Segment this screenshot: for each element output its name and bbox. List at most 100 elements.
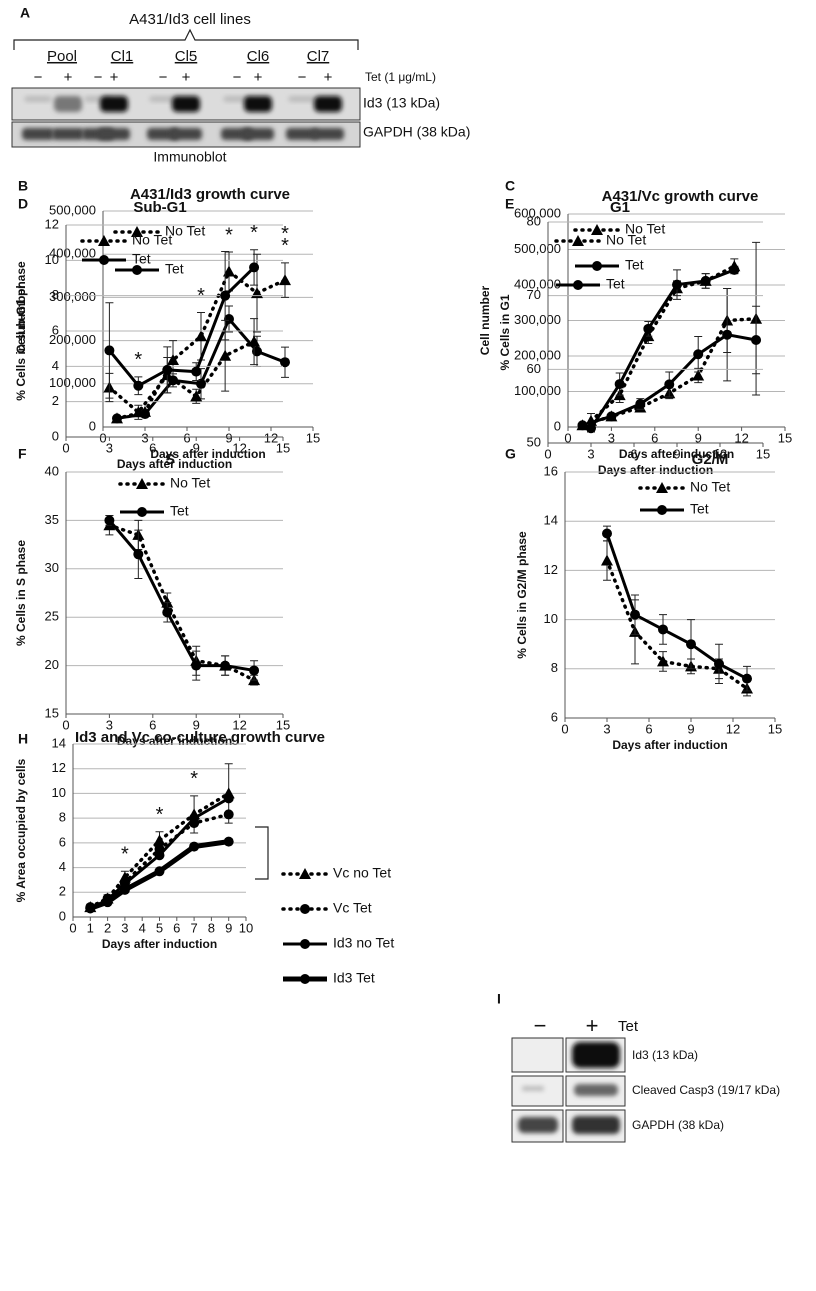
y-tick-label: 40 bbox=[45, 463, 59, 478]
lane-sign: − bbox=[94, 69, 103, 86]
group-label: Cl6 bbox=[247, 48, 270, 65]
band bbox=[24, 96, 52, 102]
marker bbox=[155, 850, 165, 860]
y-tick-label: 16 bbox=[544, 463, 558, 478]
group-label: Cl7 bbox=[307, 48, 330, 65]
annotation: * bbox=[134, 349, 142, 371]
marker bbox=[701, 276, 711, 286]
x-tick-label: 9 bbox=[673, 446, 680, 461]
lane-sign: − bbox=[534, 1013, 547, 1038]
x-tick-label: 3 bbox=[106, 440, 113, 455]
band bbox=[98, 128, 130, 140]
legend-marker bbox=[300, 939, 310, 949]
x-tick-label: 15 bbox=[306, 430, 320, 445]
marker bbox=[133, 381, 143, 391]
x-tick-label: 5 bbox=[156, 920, 163, 935]
band bbox=[22, 128, 54, 140]
x-tick-label: 8 bbox=[208, 920, 215, 935]
x-tick-label: 10 bbox=[239, 920, 253, 935]
panel-letter: H bbox=[18, 731, 28, 747]
marker bbox=[606, 411, 616, 421]
lane-sign: + bbox=[182, 69, 191, 86]
series-line bbox=[607, 534, 747, 679]
chart-title: G1 bbox=[610, 199, 630, 216]
marker bbox=[664, 379, 674, 389]
legend-marker bbox=[300, 974, 310, 984]
panel-letter: F bbox=[18, 446, 27, 462]
lane-sign: + bbox=[64, 69, 73, 86]
marker bbox=[252, 346, 262, 356]
panel-letter: B bbox=[18, 178, 28, 194]
x-axis-label: Days after induction bbox=[612, 738, 727, 752]
x-tick-label: 3 bbox=[603, 721, 610, 736]
y-tick-label: 25 bbox=[45, 609, 59, 624]
lane-sign: + bbox=[586, 1013, 599, 1038]
treatment-label: Tet bbox=[618, 1018, 639, 1035]
y-tick-label: 8 bbox=[59, 810, 66, 825]
y-tick-label: 20 bbox=[45, 657, 59, 672]
y-tick-label: 60 bbox=[527, 361, 541, 376]
y-tick-label: 500,000 bbox=[49, 202, 96, 217]
y-tick-label: 0 bbox=[89, 418, 96, 433]
marker bbox=[658, 624, 668, 634]
y-tick-label: 50 bbox=[527, 434, 541, 449]
panel-letter: D bbox=[18, 196, 28, 212]
y-tick-label: 6 bbox=[551, 709, 558, 724]
legend-marker bbox=[136, 478, 148, 489]
y-tick-label: 14 bbox=[544, 513, 558, 528]
legend-marker bbox=[592, 261, 602, 271]
marker bbox=[120, 885, 130, 895]
panel-letter: E bbox=[505, 196, 514, 212]
panel-letter: C bbox=[505, 178, 515, 194]
band bbox=[288, 96, 316, 102]
marker bbox=[615, 379, 625, 389]
marker bbox=[104, 515, 114, 525]
x-tick-label: 6 bbox=[173, 920, 180, 935]
y-tick-label: 100,000 bbox=[514, 383, 561, 398]
lane-sign: + bbox=[324, 69, 333, 86]
marker bbox=[104, 345, 114, 355]
legend-label: Tet bbox=[690, 501, 709, 517]
x-axis-label: Days after induction bbox=[102, 937, 217, 951]
legend-label: Tet bbox=[165, 261, 184, 277]
marker bbox=[722, 330, 732, 340]
marker bbox=[729, 265, 739, 275]
marker bbox=[154, 834, 166, 845]
figure: A A431/Id3 cell lines Immunoblot Tet (1 … bbox=[0, 0, 816, 1291]
y-tick-label: 8 bbox=[551, 660, 558, 675]
y-tick-label: 12 bbox=[544, 562, 558, 577]
x-tick-label: 3 bbox=[121, 920, 128, 935]
y-axis-label: % Cells in G2/M phase bbox=[515, 531, 529, 659]
marker bbox=[693, 349, 703, 359]
y-tick-label: 15 bbox=[45, 705, 59, 720]
annotation: * bbox=[156, 804, 164, 826]
marker bbox=[279, 274, 291, 285]
x-tick-label: 0 bbox=[69, 920, 76, 935]
treatment-label: Tet (1 μg/mL) bbox=[365, 70, 436, 84]
y-tick-label: 70 bbox=[527, 287, 541, 302]
chart-title: Sub-G1 bbox=[133, 199, 186, 216]
band bbox=[522, 1086, 544, 1091]
panel-letter: A bbox=[20, 5, 30, 21]
marker bbox=[189, 842, 199, 852]
y-tick-label: 6 bbox=[59, 834, 66, 849]
marker bbox=[224, 793, 234, 803]
chart-title: Id3 and Vc co-culture growth curve bbox=[75, 729, 325, 746]
y-axis-label: % Cells in G1 bbox=[498, 294, 512, 370]
y-axis-label: % Area occupied by cells bbox=[14, 758, 28, 902]
band bbox=[54, 96, 82, 112]
x-tick-label: 4 bbox=[139, 920, 146, 935]
legend-marker bbox=[299, 868, 311, 879]
blot-strip bbox=[512, 1038, 563, 1072]
y-tick-label: 2 bbox=[52, 393, 59, 408]
x-tick-label: 9 bbox=[687, 721, 694, 736]
legend-marker bbox=[656, 482, 668, 493]
marker bbox=[162, 607, 172, 617]
marker bbox=[112, 413, 122, 423]
x-tick-label: 6 bbox=[183, 430, 190, 445]
y-axis-label: Cell number bbox=[478, 286, 492, 356]
band bbox=[572, 1116, 620, 1134]
chart-title: G2/M bbox=[692, 451, 729, 468]
method-label: Immunoblot bbox=[153, 149, 226, 165]
y-tick-label: 12 bbox=[45, 216, 59, 231]
